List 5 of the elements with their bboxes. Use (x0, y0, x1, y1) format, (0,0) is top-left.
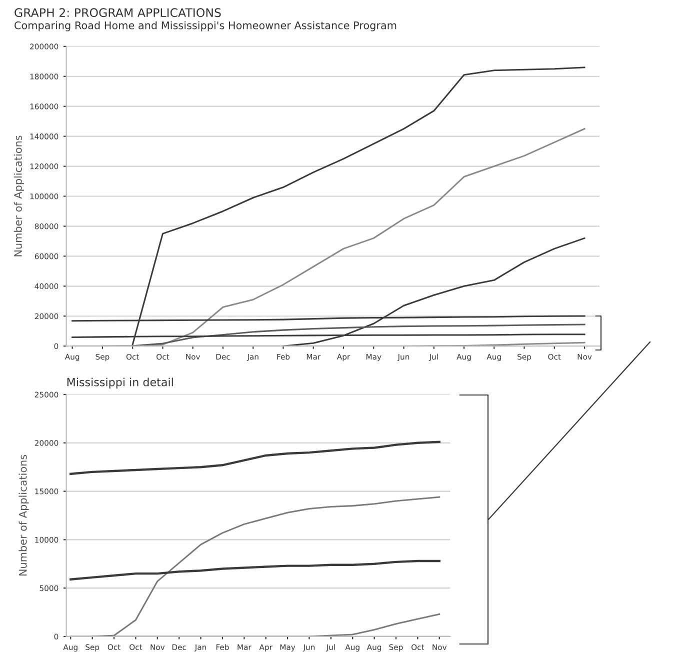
chart-title: GRAPH 2: PROGRAM APPLICATIONS (14, 8, 221, 18)
y-axis-title: Number of Applications (18, 454, 29, 576)
y-axis-title: Number of Applications (14, 136, 24, 256)
chart-subtitle: Comparing Road Home and Mississippi's Homeowner Assistance Program (14, 21, 396, 32)
chart-title: Mississippi in detail (67, 378, 173, 388)
